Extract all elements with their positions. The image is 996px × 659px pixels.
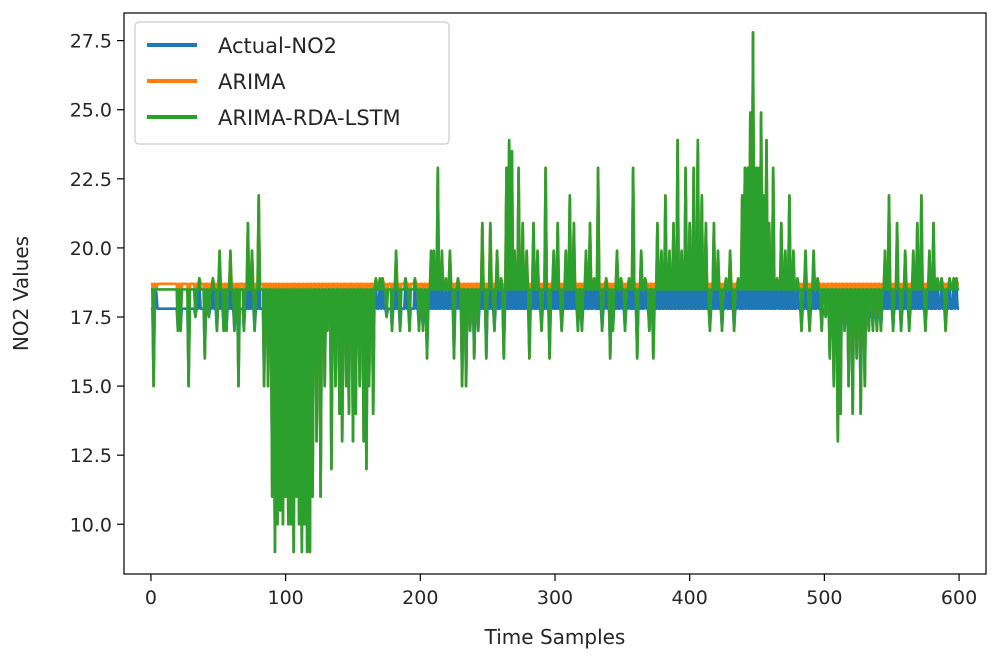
- x-tick-label: 500: [806, 587, 842, 609]
- legend-label: ARIMA-RDA-LSTM: [218, 106, 401, 130]
- y-axis: 10.0 12.5 15.0 17.5 20.0 22.5 25.0 27.5: [70, 31, 124, 536]
- x-tick-label: 600: [941, 587, 977, 609]
- y-axis-title: NO2 Values: [9, 236, 33, 351]
- legend: Actual-NO2 ARIMA ARIMA-RDA-LSTM: [134, 21, 450, 145]
- x-axis: 0 100 200 300 400 500 600: [145, 574, 977, 609]
- x-tick-label: 0: [145, 587, 157, 609]
- legend-label: Actual-NO2: [218, 34, 337, 58]
- x-axis-title: Time Samples: [484, 625, 626, 649]
- series-line-arima-rda-lstm: [150, 30, 960, 554]
- y-tick-label: 15.0: [70, 376, 112, 398]
- x-tick-label: 300: [537, 587, 573, 609]
- y-tick-label: 20.0: [70, 238, 112, 260]
- x-tick-label: 200: [402, 587, 438, 609]
- legend-label: ARIMA: [218, 70, 286, 94]
- y-tick-label: 12.5: [70, 445, 112, 467]
- y-tick-label: 22.5: [70, 169, 112, 191]
- x-tick-label: 100: [267, 587, 303, 609]
- x-tick-label: 400: [672, 587, 708, 609]
- y-tick-label: 27.5: [70, 31, 112, 53]
- y-tick-label: 10.0: [70, 514, 112, 536]
- y-tick-label: 17.5: [70, 307, 112, 329]
- y-tick-label: 25.0: [70, 100, 112, 122]
- series-layer: [150, 30, 960, 554]
- legend-box: [134, 21, 450, 145]
